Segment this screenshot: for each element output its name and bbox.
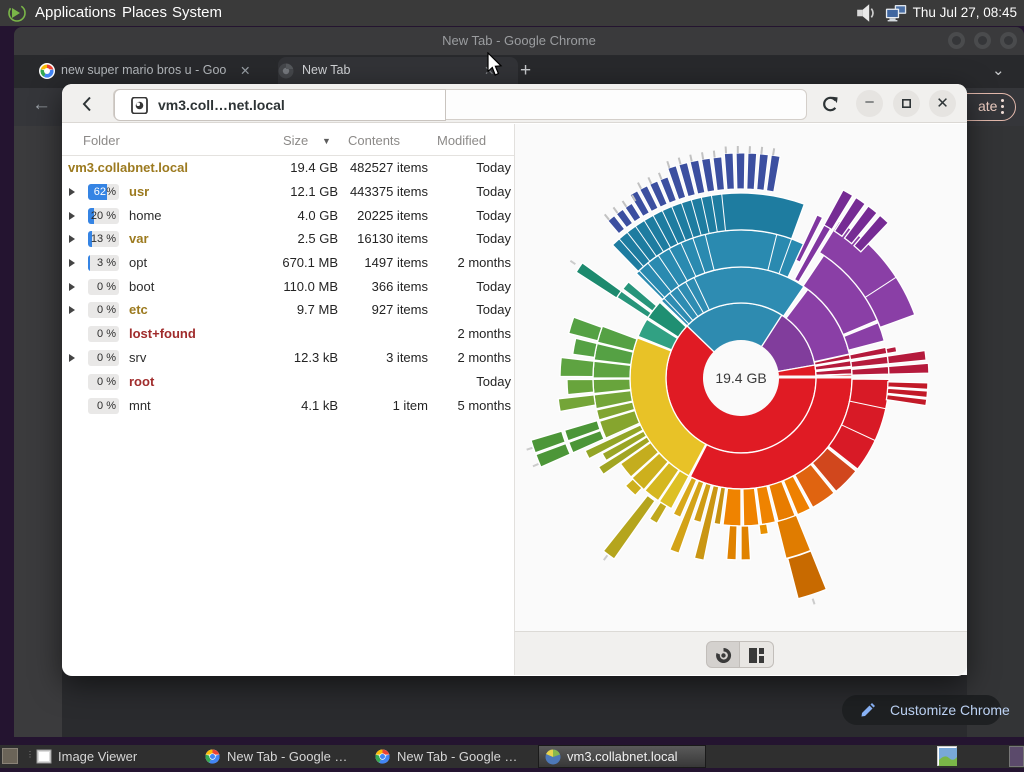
svg-text:19.4 GB: 19.4 GB — [715, 370, 766, 386]
